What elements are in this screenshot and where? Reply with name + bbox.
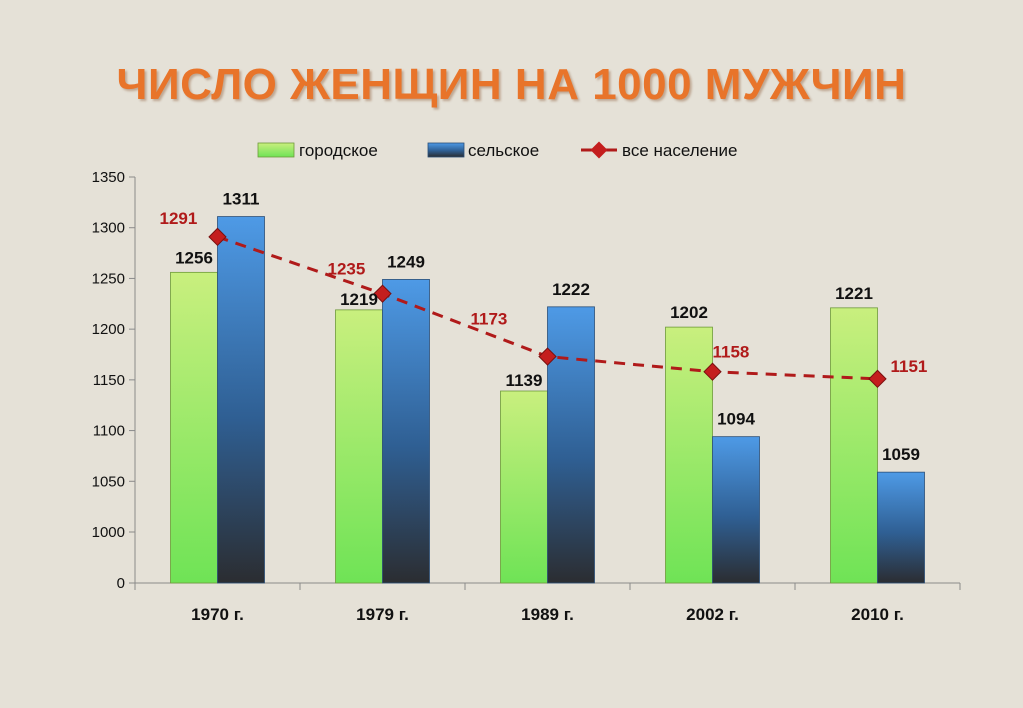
bar-urban <box>665 326 713 584</box>
data-label-all: 1158 <box>713 343 750 362</box>
bar-rural <box>217 216 265 584</box>
data-label-urban: 1219 <box>340 290 378 309</box>
x-tick-label: 1979 г. <box>356 605 409 624</box>
marker-all <box>538 347 557 366</box>
y-tick-label: 1100 <box>93 423 125 440</box>
data-label-urban: 1256 <box>175 248 213 267</box>
data-label-rural: 1249 <box>387 252 425 271</box>
bar-rural <box>382 279 430 584</box>
marker-all <box>868 369 887 389</box>
bar-urban <box>170 271 218 584</box>
chart-title: ЧИСЛО ЖЕНЩИН НА 1000 МУЖЧИН <box>116 60 907 109</box>
series-line <box>208 227 887 389</box>
data-labels: 1256 1311 1219 1249 1139 1222 1202 1094 1221 1059… <box>160 190 928 465</box>
legend-label-urban: городское <box>299 141 378 160</box>
bar-rural <box>547 306 595 584</box>
marker-all <box>208 227 227 247</box>
legend-swatch-urban <box>257 142 295 158</box>
legend-label-rural: сельское <box>468 141 539 160</box>
bar-urban <box>500 390 548 584</box>
x-tick-label: 1970 г. <box>191 605 244 624</box>
legend: городское сельское все население <box>257 141 737 160</box>
legend-label-all: все население <box>622 141 737 160</box>
x-tick-label: 1989 г. <box>521 605 574 624</box>
data-label-rural: 1311 <box>223 190 260 209</box>
y-tick-label: 1000 <box>92 524 125 541</box>
y-tick-label: 1050 <box>92 473 125 490</box>
x-tick-label: 2010 г. <box>851 605 904 624</box>
data-label-urban: 1202 <box>670 303 708 322</box>
data-label-urban: 1139 <box>506 371 543 390</box>
data-label-all: 1291 <box>160 209 198 228</box>
data-label-urban: 1221 <box>835 284 873 303</box>
marker-all <box>703 362 722 381</box>
axes: 1350 1300 1250 1200 1150 1100 1050 1000 0 1970 г.… <box>92 169 961 624</box>
y-tick-label: 1350 <box>92 169 125 186</box>
data-label-all: 1173 <box>471 310 508 329</box>
marker-all <box>373 284 392 303</box>
y-tick-label: 1250 <box>92 270 125 287</box>
bar-urban <box>830 307 878 584</box>
data-label-rural: 1059 <box>882 445 920 464</box>
bar-urban <box>335 309 383 584</box>
bars <box>170 216 925 584</box>
bar-rural <box>712 436 760 584</box>
legend-marker-all <box>590 141 608 159</box>
y-tick-label: 1150 <box>93 372 125 389</box>
bar-rural <box>877 471 925 584</box>
data-label-all: 1151 <box>891 357 928 376</box>
y-tick-label: 1300 <box>92 220 125 237</box>
y-tick-label: 0 <box>117 575 125 592</box>
data-label-all: 1235 <box>328 260 366 279</box>
data-label-rural: 1094 <box>717 410 755 429</box>
data-label-rural: 1222 <box>552 280 590 299</box>
x-tick-label: 2002 г. <box>686 605 739 624</box>
y-tick-label: 1200 <box>92 321 125 338</box>
legend-swatch-rural <box>427 142 465 158</box>
